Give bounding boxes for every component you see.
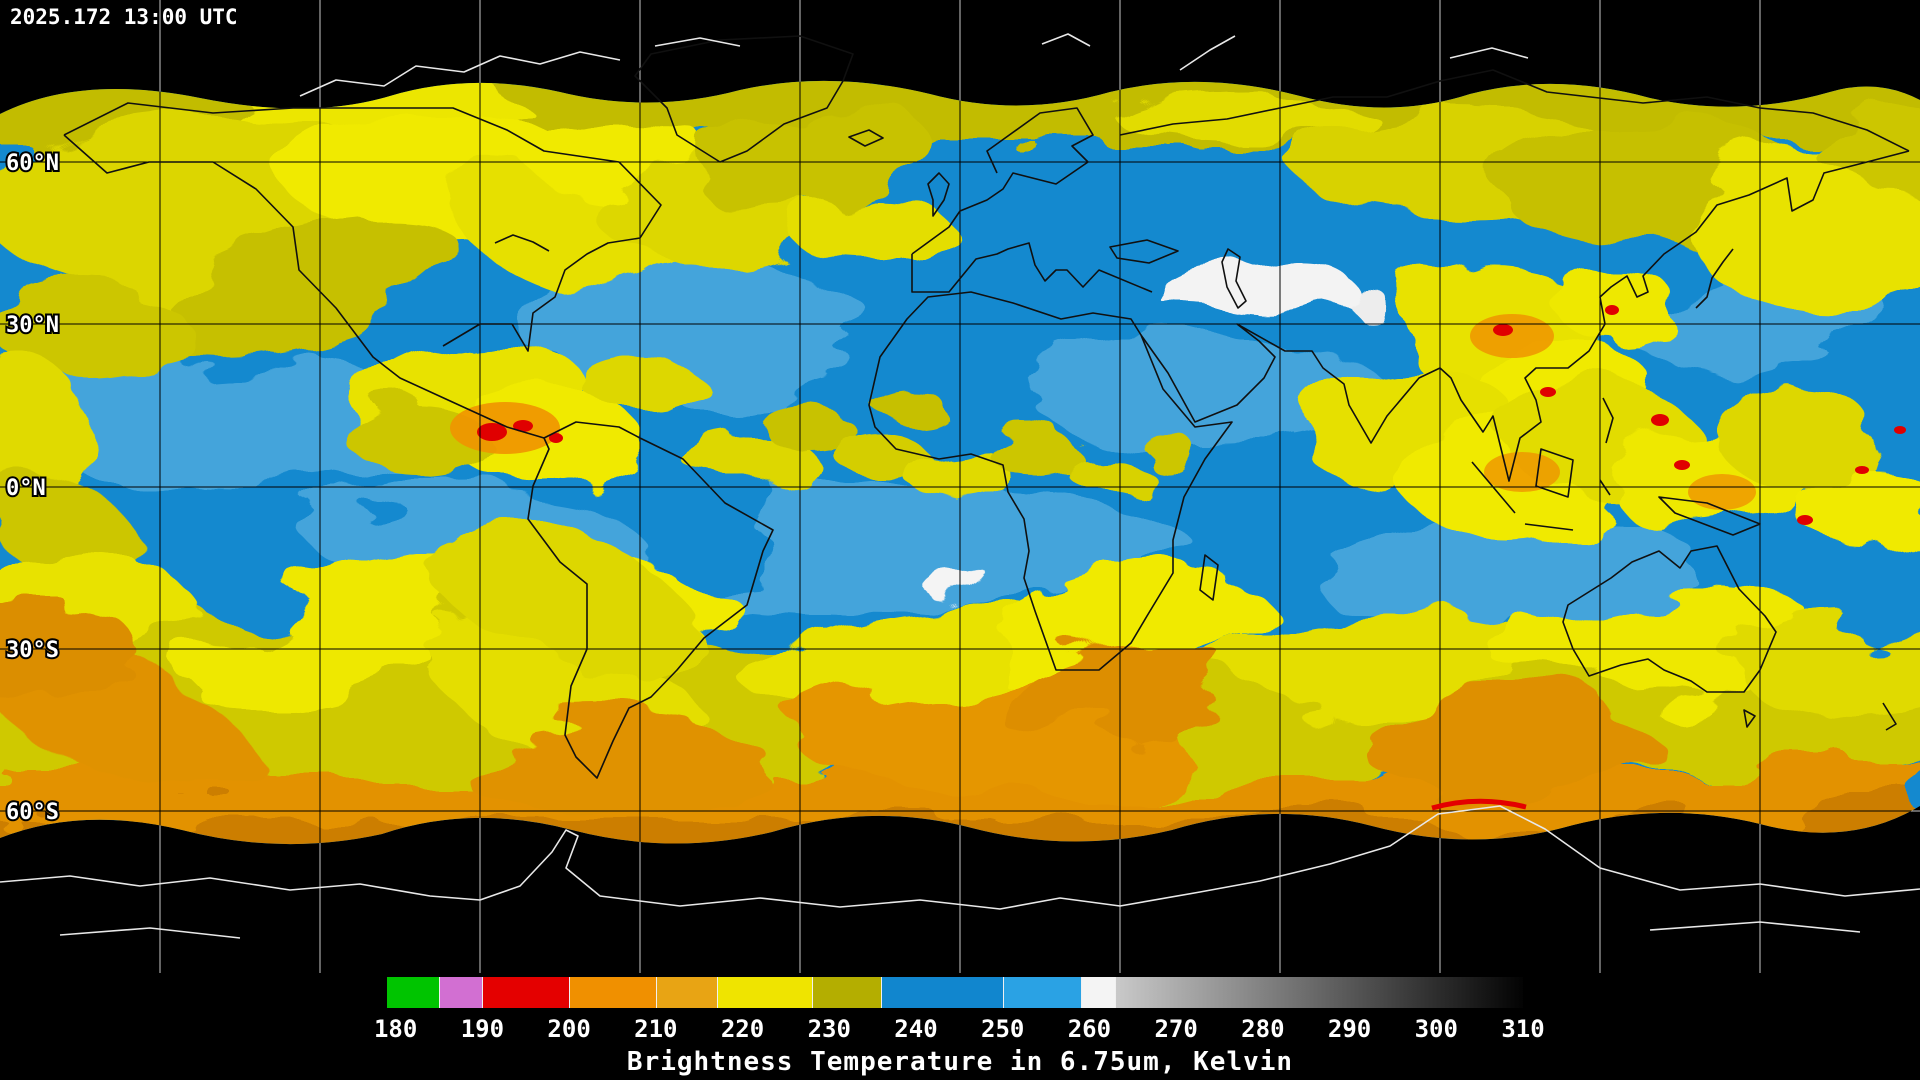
satellite-map: 60°N 30°N 0°N 30°S 60°S 2025.172 13:00 U… [0,0,1920,973]
colorbar-tick-label: 200 [547,1015,591,1043]
coastlines-light [0,33,1920,939]
coast-arctic-islands [299,33,1529,97]
coast-africa [868,291,1233,671]
colorbar-segment [1115,977,1523,1008]
colorbar-bar [387,977,1523,1008]
latitude-labels: 60°N 30°N 0°N 30°S 60°S [4,149,61,827]
colorbar-segment [387,977,440,1008]
coastlines-dark [63,35,1910,779]
colorbar-segment [482,977,570,1008]
colorbar: 180 190 200 210 220 230 240 250 260 270 280 290 300 3… [0,973,1920,1080]
colorbar-tick-label: 290 [1327,1015,1372,1043]
colorbar-tick-label: 270 [1154,1015,1198,1043]
colorbar-tick-label: 230 [807,1015,851,1043]
colorbar-segment [1002,977,1081,1008]
colorbar-tick-label: 260 [1067,1015,1112,1043]
colorbar-tick-label: 250 [981,1015,1025,1043]
timestamp: 2025.172 13:00 UTC [10,5,238,29]
coast-antarctica [0,805,1920,939]
colorbar-tick-label: 280 [1241,1015,1285,1043]
warm-white-patch [940,265,1390,610]
cold-cloud-cores [450,305,1906,525]
colorbar-segment [1080,977,1116,1008]
edge-red-streak [1431,798,1527,811]
coast-australia [1562,545,1897,731]
colorbar-segment [811,977,882,1008]
colorbar-tick-label: 180 [373,1015,418,1043]
lat-label-60s: 60°S [6,800,59,825]
colorbar-tick-label: 190 [460,1015,505,1043]
colorbar-segment [439,977,483,1008]
lat-label-60n: 60°N [6,151,59,176]
coast-south-america [527,421,774,779]
colorbar-tick-label: 220 [720,1015,765,1043]
lat-label-0n: 0°N [6,476,46,501]
lat-label-30n: 30°N [6,313,59,338]
lat-label-30s: 30°S [6,638,59,663]
colorbar-segment [655,977,717,1008]
coast-asia [1109,69,1910,536]
colorbar-segment [569,977,656,1008]
colorbar-title: Brightness Temperature in 6.75um, Kelvin [626,1047,1294,1077]
colorbar-tick-label: 300 [1414,1015,1458,1043]
colorbar-tick-label: 240 [894,1015,938,1043]
coast-north-america [63,102,662,439]
colorbar-tick-label: 310 [1501,1015,1545,1043]
colorbar-segment [881,977,1003,1008]
colorbar-segment [716,977,812,1008]
coast-europe [848,107,1153,293]
colorbar-ticks: 180 190 200 210 220 230 240 250 260 270 280 290 300 3… [374,1015,1545,1045]
colorbar-tick-label: 210 [634,1015,678,1043]
coast-greenland [634,35,854,163]
graticule-dark [0,0,1920,973]
